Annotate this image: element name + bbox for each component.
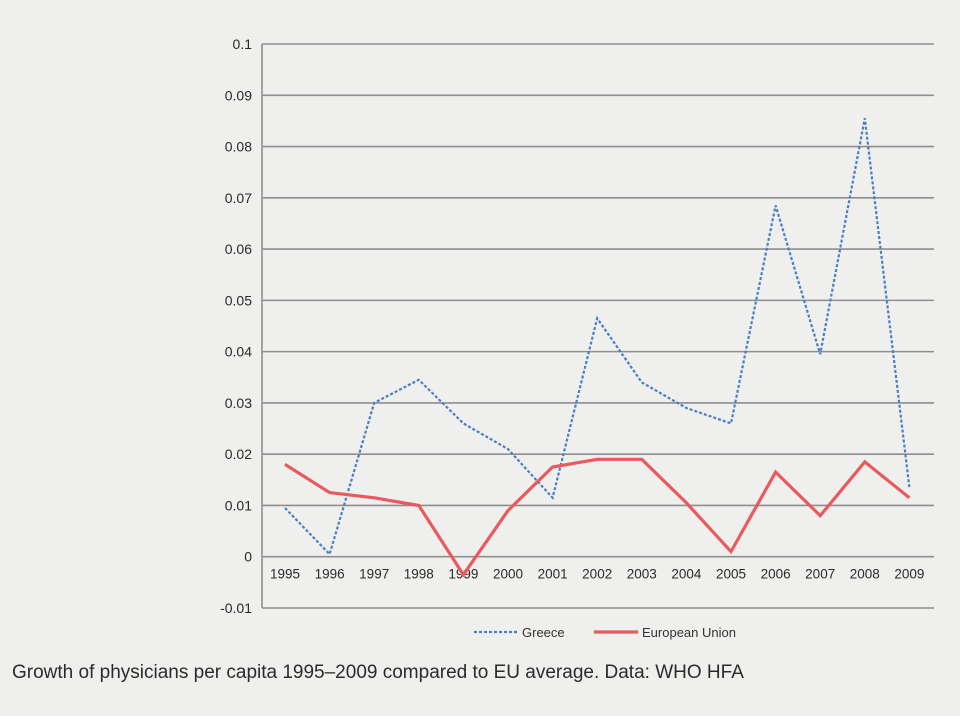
y-tick-labels: 0.1 0.09 0.08 0.07 0.06 0.05 0.04 0.03 0.02 0.01 0… — [220, 36, 252, 616]
line-chart: 0.1 0.09 0.08 0.07 0.06 0.05 0.04 0.03 0.02 0.01 0… — [220, 36, 934, 640]
x-tick-label: 2004 — [671, 567, 702, 582]
x-tick-label: 2002 — [582, 567, 612, 582]
y-tick-label: 0.1 — [233, 36, 253, 52]
legend-label: European Union — [642, 625, 736, 640]
x-tick-label: 2006 — [761, 567, 791, 582]
y-tick-label: 0.08 — [225, 139, 252, 155]
series-line-greece — [284, 118, 911, 557]
x-tick-label: 1997 — [359, 567, 389, 582]
x-tick-label: 2005 — [716, 567, 746, 582]
x-tick-label: 1995 — [270, 567, 300, 582]
series-line-european-union — [284, 457, 911, 578]
legend: Greece European Union — [474, 625, 736, 640]
y-tick-label: 0.05 — [225, 292, 252, 308]
x-tick-labels: 1995 1996 1997 1998 1999 2000 2001 2002 2003 2004… — [270, 567, 924, 582]
legend-label: Greece — [522, 625, 565, 640]
x-tick-label: 1998 — [404, 567, 434, 582]
series-lines — [284, 118, 911, 578]
x-tick-label: 2009 — [894, 567, 924, 582]
y-tick-label: -0.01 — [220, 600, 252, 616]
gridlines — [262, 43, 934, 609]
x-tick-label: 2007 — [805, 567, 835, 582]
x-tick-label: 2001 — [538, 567, 568, 582]
y-tick-label: 0.06 — [225, 241, 252, 257]
y-tick-label: 0 — [244, 549, 252, 565]
y-tick-label: 0.03 — [225, 395, 252, 411]
x-tick-label: 2008 — [850, 567, 880, 582]
y-tick-label: 0.01 — [225, 497, 252, 513]
y-tick-label: 0.02 — [225, 446, 252, 462]
y-tick-label: 0.04 — [225, 344, 252, 360]
x-tick-label: 1996 — [315, 567, 345, 582]
y-tick-label: 0.09 — [225, 87, 252, 103]
figure-caption: Growth of physicians per capita 1995–200… — [12, 662, 744, 683]
x-tick-label: 2000 — [493, 567, 523, 582]
y-tick-label: 0.07 — [225, 190, 252, 206]
x-tick-label: 2003 — [627, 567, 657, 582]
